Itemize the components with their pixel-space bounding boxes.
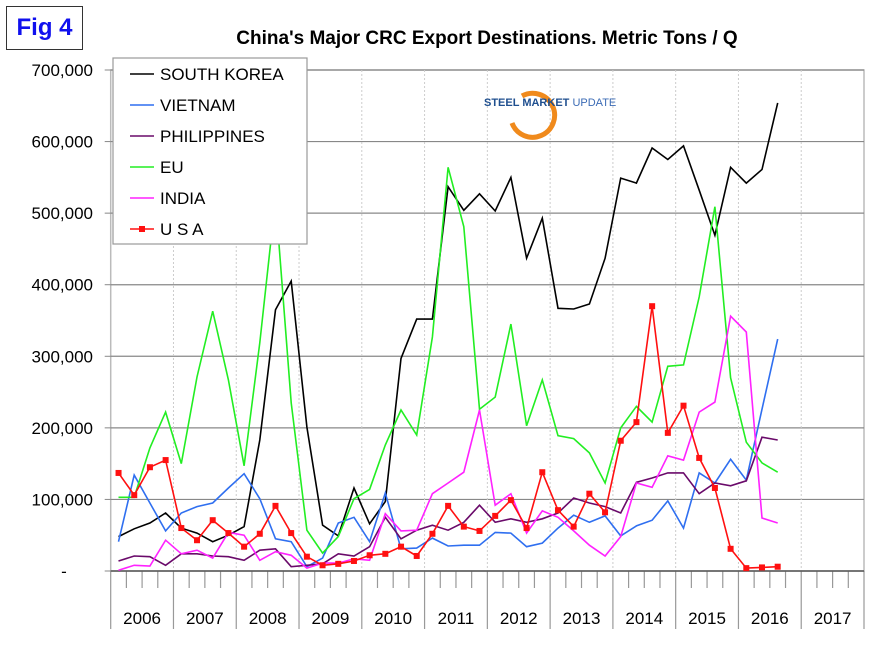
- series-lines: [115, 102, 781, 572]
- logo-word-steel: STEEL: [484, 97, 520, 109]
- series-line: [118, 436, 778, 568]
- data-point-marker: [743, 565, 750, 572]
- legend-item: INDIA: [130, 189, 206, 208]
- x-tick-label: 2016: [751, 609, 789, 628]
- x-tick-label: 2017: [814, 609, 852, 628]
- data-point-marker: [445, 502, 452, 509]
- data-point-marker: [335, 560, 342, 567]
- data-point-marker: [398, 543, 405, 550]
- data-point-marker: [711, 484, 718, 491]
- data-point-marker: [146, 464, 153, 471]
- y-tick-label: 200,000: [32, 419, 93, 438]
- y-tick-label: 600,000: [32, 133, 93, 152]
- data-point-marker: [649, 303, 656, 310]
- data-point-marker: [350, 557, 357, 564]
- axes: - 100,000 200,000 300,000 400,000 500,000 600,…: [32, 61, 865, 629]
- data-point-marker: [586, 490, 593, 497]
- data-point-marker: [492, 512, 499, 519]
- data-point-marker: [570, 523, 577, 530]
- data-point-marker: [696, 454, 703, 461]
- x-tick-label: 2014: [625, 609, 663, 628]
- data-point-marker: [758, 564, 765, 571]
- data-point-marker: [209, 517, 216, 524]
- data-point-marker: [413, 552, 420, 559]
- legend-label: INDIA: [160, 189, 206, 208]
- data-point-marker: [774, 563, 781, 570]
- series-eu: [118, 167, 779, 555]
- svg-text:STEEL MARKET UPDATE: STEEL MARKET UPDATE: [484, 97, 616, 109]
- data-point-marker: [288, 530, 295, 537]
- x-tick-label: 2011: [438, 609, 475, 628]
- data-point-marker: [476, 527, 483, 534]
- data-point-marker: [162, 457, 169, 464]
- figure-label: Fig 4: [6, 6, 83, 50]
- data-point-marker: [272, 502, 279, 509]
- legend: SOUTH KOREA VIETNAM PHILIPPINES EU INDIA U S …: [112, 57, 308, 245]
- legend-label: VIETNAM: [160, 96, 236, 115]
- data-point-marker: [460, 523, 467, 530]
- legend-label: EU: [160, 158, 184, 177]
- data-point-marker: [194, 537, 201, 544]
- data-point-marker: [429, 530, 436, 537]
- y-tick-label: 400,000: [32, 276, 93, 295]
- y-tick-label: 700,000: [32, 61, 93, 80]
- logo-swoosh-icon: [509, 90, 558, 140]
- logo-word-update: UPDATE: [572, 97, 616, 109]
- legend-label: U S A: [160, 220, 204, 239]
- data-point-marker: [131, 492, 138, 499]
- data-point-marker: [664, 429, 671, 436]
- chart-title: China's Major CRC Export Destinations. M…: [236, 28, 738, 49]
- data-point-marker: [178, 525, 185, 532]
- data-point-marker: [727, 545, 734, 552]
- legend-item: U S A: [130, 220, 204, 239]
- x-tick-label: 2015: [688, 609, 726, 628]
- data-point-marker: [602, 509, 609, 516]
- x-tick-label: 2007: [186, 609, 224, 628]
- data-point-marker: [680, 402, 687, 409]
- x-tick-label: 2008: [249, 609, 287, 628]
- data-point-marker: [382, 550, 389, 557]
- legend-item: EU: [130, 158, 184, 177]
- legend-item: PHILIPPINES: [130, 127, 265, 146]
- legend-label: SOUTH KOREA: [160, 65, 284, 84]
- series-line: [117, 338, 779, 568]
- series-philippines: [118, 436, 778, 568]
- x-tick-label: 2010: [374, 609, 412, 628]
- data-point-marker: [303, 553, 310, 560]
- x-tick-label: 2006: [123, 609, 161, 628]
- legend-item: VIETNAM: [130, 96, 236, 115]
- data-point-marker: [617, 437, 624, 444]
- data-point-marker: [115, 469, 122, 476]
- series-u-s-a: [115, 303, 781, 572]
- logo-word-market: MARKET: [522, 97, 569, 109]
- legend-marker: [139, 226, 145, 232]
- steel-market-update-logo: STEEL MARKET UPDATE: [484, 90, 616, 140]
- data-point-marker: [225, 530, 232, 537]
- data-point-marker: [523, 525, 530, 532]
- data-point-marker: [366, 552, 373, 559]
- data-point-marker: [507, 497, 514, 504]
- series-line: [118, 167, 779, 555]
- legend-item: SOUTH KOREA: [130, 65, 284, 84]
- data-point-marker: [554, 507, 561, 514]
- data-point-marker: [319, 562, 326, 569]
- data-point-marker: [633, 419, 640, 426]
- y-tick-label: 100,000: [32, 490, 93, 509]
- legend-box: [112, 57, 308, 245]
- data-point-marker: [241, 543, 248, 550]
- y-tick-label: 500,000: [32, 204, 93, 223]
- y-tick-label: 300,000: [32, 347, 93, 366]
- y-tick-label: -: [61, 562, 67, 581]
- data-point-marker: [256, 530, 263, 537]
- series-vietnam: [117, 338, 779, 568]
- data-point-marker: [539, 469, 546, 476]
- x-tick-label: 2009: [311, 609, 349, 628]
- legend-label: PHILIPPINES: [160, 127, 265, 146]
- x-tick-label: 2012: [500, 609, 538, 628]
- x-tick-label: 2013: [563, 609, 601, 628]
